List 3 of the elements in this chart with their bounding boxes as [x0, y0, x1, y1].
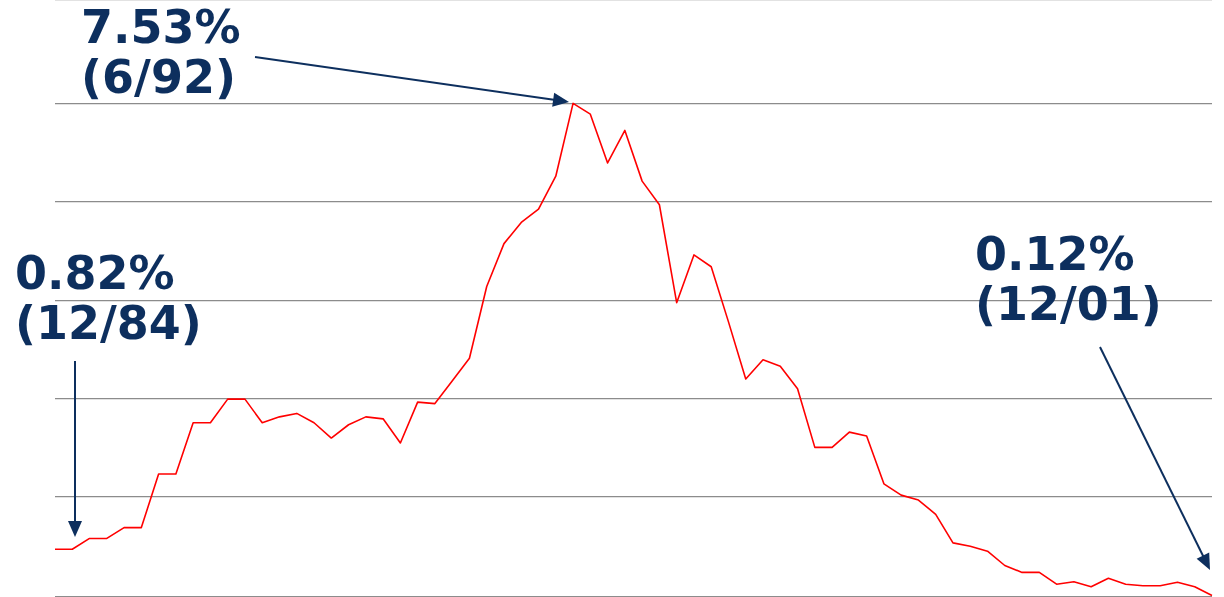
annotation: 0.12% (12/01): [975, 227, 1162, 332]
annotation: 0.82% (12/84): [15, 246, 202, 351]
annotation: 7.53% (6/92): [81, 0, 241, 105]
